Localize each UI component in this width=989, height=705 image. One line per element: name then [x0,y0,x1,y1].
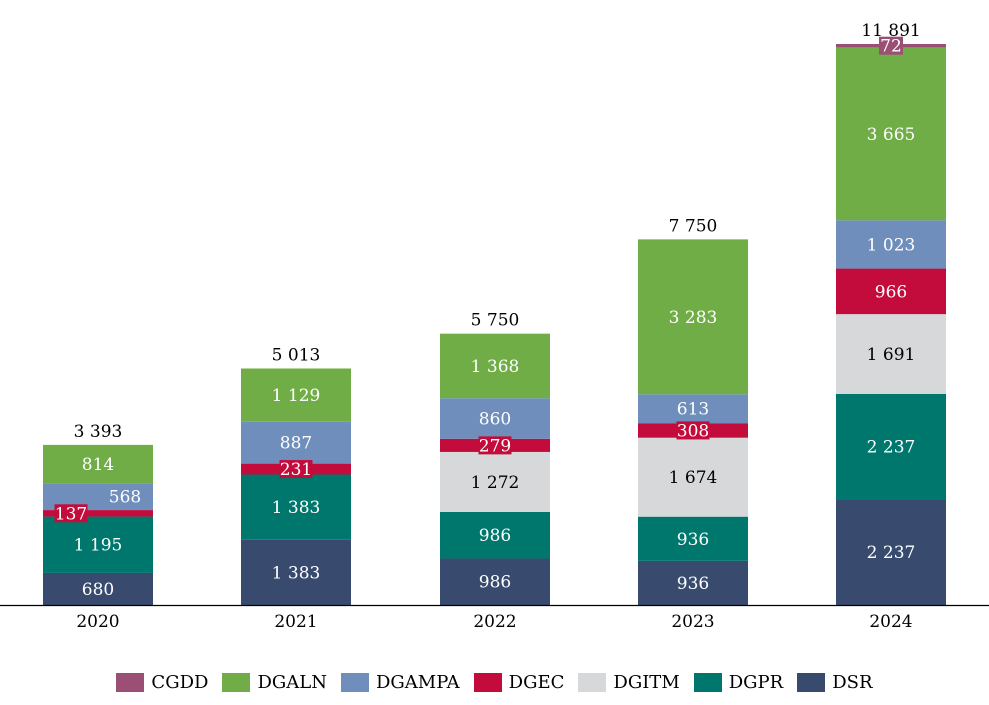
bar-segment-dgaln-2022 [440,333,550,399]
total-label-2021: 5 013 [272,345,321,365]
legend-label: DSR [832,672,873,693]
x-tick-label-2024: 2024 [869,612,912,632]
segment-label-dgampa-2024: 1 023 [867,235,916,255]
segment-label-dgpr-2021: 1 383 [272,498,321,518]
bar-segment-dgaln-2023 [638,239,748,395]
x-tick-label-2021: 2021 [274,612,317,632]
segment-label-dgec-2020: 137 [55,504,87,524]
segment-label-bg [279,460,313,479]
legend: CGDD DGALN DGAMPA DGEC DGITM DGPR DSR [0,672,989,693]
legend-swatch [222,673,251,692]
segment-label-dsr-2024: 2 237 [867,543,916,563]
bars-layer [43,44,946,605]
x-tick-labels: 2020 2021 2022 2023 2024 [76,612,912,632]
total-label-2024: 11 891 [861,21,920,41]
legend-item-dgampa: DGAMPA [340,672,460,693]
x-tick-label-2020: 2020 [76,612,119,632]
legend-swatch [578,673,607,692]
legend-label: DGAMPA [375,672,460,693]
bar-segment-dgpr-2023 [638,516,748,561]
legend-label: DGPR [728,672,784,693]
legend-label: CGDD [151,672,209,693]
x-tick-label-2023: 2023 [671,612,714,632]
segment-label-dgampa-2023: 613 [677,400,709,420]
segment-label-dgampa-2020: 568 [109,488,141,508]
segment-label-dgec-2022: 279 [479,436,511,456]
total-label-2023: 7 750 [669,216,718,236]
segment-label-dgpr-2024: 2 237 [867,438,916,458]
segment-label-dgaln-2023: 3 283 [669,308,718,328]
segment-label-dgampa-2021: 887 [280,434,312,454]
legend-label: DGITM [613,672,680,693]
segment-label-dgpr-2023: 936 [677,530,709,550]
total-labels-layer: 3 393 5 013 5 750 7 750 11 891 [74,21,921,442]
legend-swatch [797,673,826,692]
bar-segment-dgaln-2024 [836,47,946,221]
legend-item-dgaln: DGALN [222,672,327,693]
total-label-2022: 5 750 [471,311,520,331]
legend-swatch [473,673,502,692]
legend-label: DGEC [508,672,565,693]
x-tick-label-2022: 2022 [473,612,516,632]
bar-segment-dgampa-2022 [440,398,550,439]
segment-label-dsr-2020: 680 [82,580,114,600]
segment-label-dgaln-2024: 3 665 [867,125,916,145]
legend-swatch [116,673,145,692]
bar-segment-dsr-2021 [241,539,351,605]
segment-label-dgaln-2021: 1 129 [272,386,321,406]
segment-label-cgdd-2024: 72 [880,37,902,57]
segment-label-dgampa-2022: 860 [479,410,511,430]
bar-segment-dsr-2020 [43,572,153,605]
bar-segment-dgpr-2024 [836,393,946,500]
legend-item-dgpr: DGPR [693,672,784,693]
bar-segment-dsr-2024 [836,499,946,605]
segment-label-dsr-2021: 1 383 [272,563,321,583]
legend-item-dgec: DGEC [473,672,565,693]
segment-label-bg [54,504,88,523]
bar-segment-dgec-2024 [836,268,946,315]
segment-label-dgec-2024: 966 [875,282,907,302]
legend-label: DGALN [257,672,327,693]
bar-segment-dgampa-2023 [638,394,748,424]
stacked-bar-chart: 680 1 195 137 568 814 1 383 1 383 231 887 1 129 98… [0,21,989,632]
segment-label-dgitm-2023: 1 674 [669,468,718,488]
bar-segment-dsr-2022 [440,558,550,605]
bar-segment-dgpr-2021 [241,474,351,540]
segment-label-dgec-2021: 231 [280,460,312,480]
segment-label-dgitm-2022: 1 272 [471,473,520,493]
segment-label-bg [676,421,710,440]
legend-swatch [693,673,722,692]
legend-item-cgdd: CGDD [116,672,208,693]
segment-label-dsr-2022: 986 [479,573,511,593]
segment-label-bg [478,436,512,455]
bar-segment-dgampa-2024 [836,220,946,269]
segment-label-dgpr-2020: 1 195 [74,536,123,556]
bar-segment-dgpr-2020 [43,516,153,573]
bar-segment-dgitm-2024 [836,314,946,394]
total-label-2020: 3 393 [74,422,123,442]
bar-segment-dgaln-2020 [43,444,153,484]
bar-segment-dgaln-2021 [241,368,351,422]
segment-label-dgaln-2022: 1 368 [471,357,520,377]
segment-label-dgaln-2020: 814 [82,455,114,475]
segment-label-bg [879,36,903,55]
segment-labels-layer: 680 1 195 137 568 814 1 383 1 383 231 887 1 129 98… [54,36,916,600]
bar-segment-dgitm-2022 [440,451,550,512]
segment-label-dgec-2023: 308 [677,421,709,441]
legend-swatch [340,673,369,692]
legend-item-dgitm: DGITM [578,672,680,693]
bar-segment-dsr-2023 [638,560,748,605]
legend-item-dsr: DSR [797,672,873,693]
segment-label-dgitm-2024: 1 691 [867,345,916,365]
bar-segment-dgpr-2022 [440,511,550,559]
bar-segment-dgitm-2023 [638,437,748,517]
segment-label-dsr-2023: 936 [677,574,709,594]
segment-label-dgpr-2022: 986 [479,526,511,546]
bar-segment-dgec-2020 [43,510,153,517]
bar-segment-dgampa-2021 [241,421,351,464]
